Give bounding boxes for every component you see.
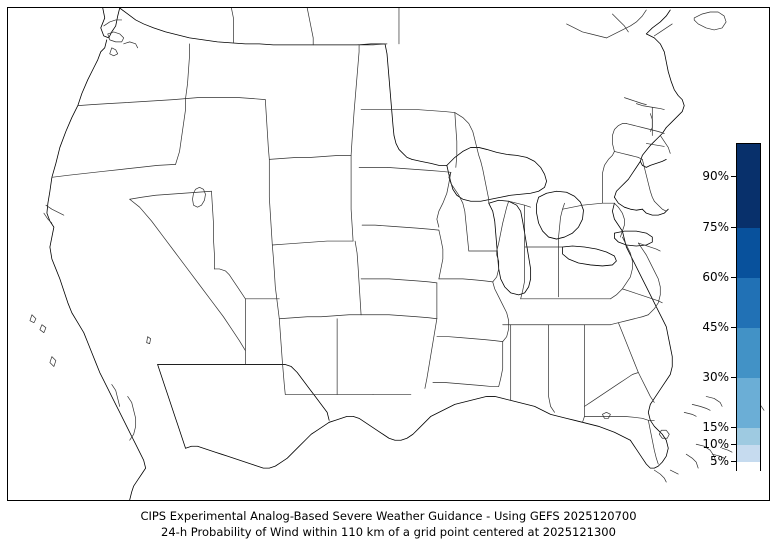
colorbar-tick-label: 45% (702, 320, 729, 335)
coastline-gulf (186, 396, 679, 482)
caption-line-2: 24-h Probability of Wind within 110 km o… (161, 525, 616, 539)
colorbar-tick-label: 10% (702, 437, 729, 452)
colorbar-band (737, 227, 760, 278)
colorbar-tick-mark (731, 226, 736, 228)
colorbar-tick-label: 75% (702, 219, 729, 234)
colorbar-tick-label: 90% (702, 169, 729, 184)
colorbar-tick-label: 15% (702, 420, 729, 435)
colorbar-band (737, 277, 760, 329)
colorbar-tick-mark (731, 327, 736, 329)
colorbar-tick-label: 5% (709, 453, 729, 468)
colorbar-tick-mark (731, 176, 736, 178)
colorbar (736, 143, 761, 472)
mexico-border (112, 365, 329, 449)
colorbar-tick-mark (731, 377, 736, 379)
great-lakes (447, 147, 652, 294)
colorbar-tick-mark (731, 427, 736, 429)
canada-fragments (231, 8, 726, 45)
colorbar-band (737, 328, 760, 379)
colorbar-tick-label: 30% (702, 370, 729, 385)
colorbar-band (737, 378, 760, 429)
northern-border (120, 8, 447, 165)
map-geography (8, 8, 769, 500)
colorbar-band (737, 428, 760, 446)
puget-sound-detail (104, 20, 138, 56)
state-borders-west (52, 44, 373, 395)
inland-lakes (147, 114, 670, 439)
map-axes (7, 7, 770, 501)
state-borders-midwest (433, 98, 670, 465)
colorbar-tick-label: 60% (702, 269, 729, 284)
figure-caption: CIPS Experimental Analog-Based Severe We… (0, 508, 777, 540)
colorbar-band (737, 461, 760, 472)
colorbar-tick-mark (731, 460, 736, 462)
colorbar-tick-mark (731, 276, 736, 278)
colorbar-band (737, 445, 760, 462)
caption-line-1: CIPS Experimental Analog-Based Severe We… (140, 509, 637, 523)
coastline-west (30, 8, 146, 500)
state-borders-plains (337, 44, 457, 395)
colorbar-tick-mark (731, 444, 736, 446)
colorbar-band (737, 144, 760, 228)
